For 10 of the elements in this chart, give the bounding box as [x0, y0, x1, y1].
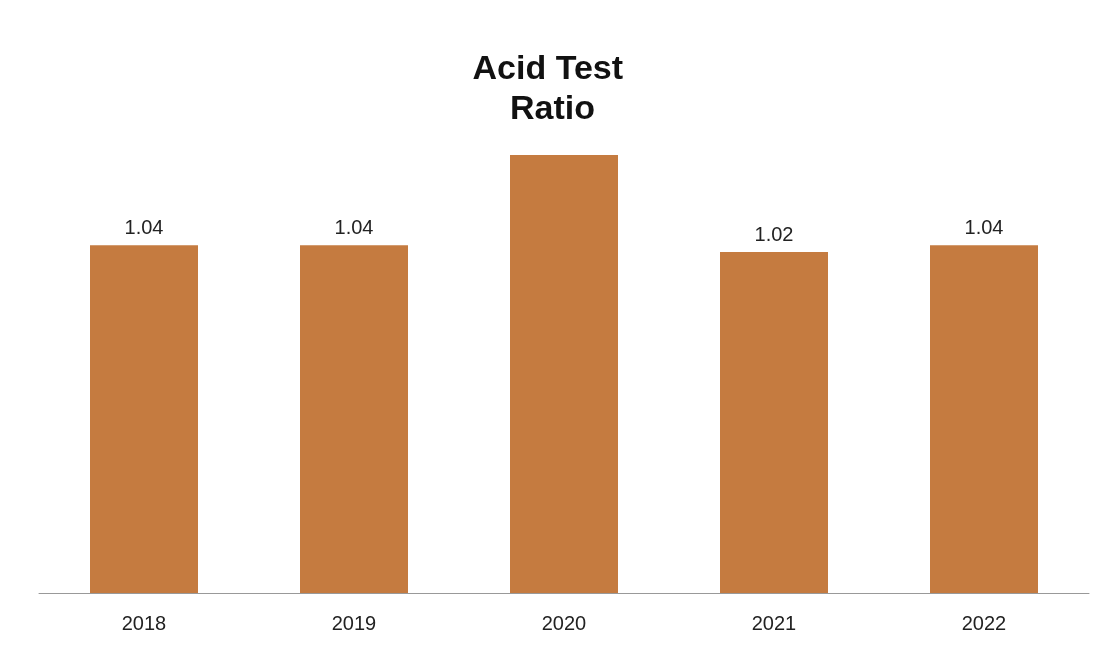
x-tick-label: 2018	[121, 612, 167, 634]
chart-title: Acid Test Ratio	[472, 48, 633, 126]
x-tick-label: 2019	[331, 612, 377, 634]
x-tick-label: 2022	[961, 612, 1007, 634]
x-tick-label: 2020	[541, 612, 587, 634]
x-tick-label: 2021	[751, 612, 797, 634]
data-label: 1.04	[964, 216, 1004, 239]
data-label: 1.04	[334, 216, 374, 239]
data-label: 1.04	[124, 216, 164, 239]
data-label: 1.02	[754, 222, 794, 245]
